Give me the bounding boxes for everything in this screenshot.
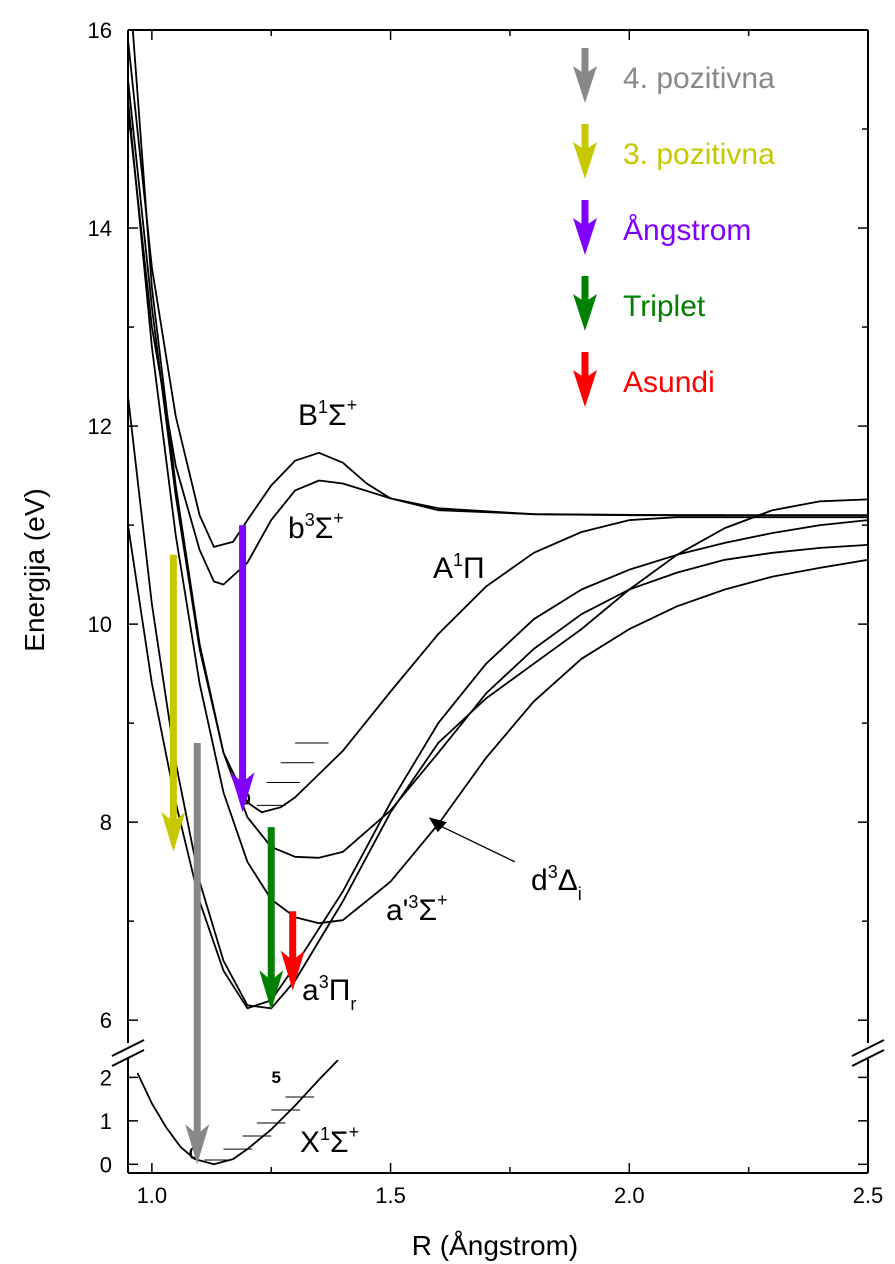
- curve-ap: [128, 99, 868, 925]
- legend-arrow-head: [573, 142, 597, 179]
- transition-arrow-head: [185, 1124, 210, 1165]
- plot-frame: [111, 29, 885, 1174]
- legend-arrow-head: [573, 294, 597, 331]
- x-tick-label: 1.0: [137, 1183, 168, 1208]
- annotation-arrow-head: [428, 817, 447, 833]
- legend-label: Triplet: [623, 290, 706, 323]
- curve-X: [136, 1060, 339, 1166]
- transition-arrow-head: [280, 950, 305, 991]
- transition-arrows: [161, 525, 515, 1165]
- axis-break-mark: [111, 1049, 145, 1067]
- y-tick-label: 8: [100, 810, 112, 835]
- vibrational-level-label: 0: [189, 1144, 198, 1163]
- curve-a: [128, 396, 868, 1010]
- legend-arrow-head: [573, 218, 597, 255]
- state-label-A: A1Π: [433, 550, 485, 585]
- y-tick-label: 1: [100, 1109, 112, 1134]
- axis-break-mark: [111, 1039, 145, 1057]
- state-label-ap: a'3Σ+: [386, 890, 448, 927]
- curve-d: [128, 79, 868, 859]
- y-tick-label: 2: [100, 1065, 112, 1090]
- state-curves: [128, 30, 868, 1166]
- curve-B: [128, 39, 868, 548]
- state-label-X: X1Σ+: [300, 1122, 359, 1159]
- y-tick-label: 14: [88, 216, 112, 241]
- annotation-arrow-line: [438, 824, 515, 863]
- x-tick-label: 2.5: [853, 1183, 884, 1208]
- state-label-B: B1Σ+: [298, 395, 357, 432]
- legend-label: Ångstrom: [623, 214, 751, 247]
- x-tick-label: 1.5: [375, 1183, 406, 1208]
- state-labels: B1Σ+ b3Σ+ A1Π a'3Σ+ a3Πr X1Σ+ d3Δi: [288, 395, 582, 1159]
- curve-b: [128, 109, 725, 586]
- legend-label: 3. pozitivna: [623, 138, 775, 171]
- legend-arrow-head: [573, 370, 597, 407]
- y-axis-title: Energija (eV): [19, 488, 50, 651]
- y-tick-label: 0: [100, 1152, 112, 1177]
- legend-arrow-head: [573, 66, 597, 103]
- legend-label: 4. pozitivna: [623, 62, 775, 95]
- transition-arrow-head: [161, 811, 186, 852]
- transition-arrow-head: [259, 970, 284, 1011]
- y-tick-label: 10: [88, 612, 112, 637]
- axis-break-mark: [851, 1039, 885, 1057]
- y-tick-label: 6: [100, 1008, 112, 1033]
- vibrational-level-top-label: 5: [272, 1068, 281, 1087]
- vibrational-levels: 005: [189, 742, 329, 1163]
- x-tick-label: 2.0: [614, 1183, 645, 1208]
- transition-arrow-head: [230, 772, 255, 813]
- legend: 4. pozitivna 3. pozitivna Ångstrom Triplet A…: [573, 48, 775, 407]
- state-label-d: d3Δi: [531, 862, 582, 904]
- curve-a_low: [128, 519, 868, 1010]
- axis-break-mark: [851, 1049, 885, 1067]
- legend-label: Asundi: [623, 366, 715, 399]
- y-tick-label: 16: [88, 18, 112, 43]
- state-label-a: a3Πr: [302, 972, 356, 1014]
- x-axis-title: R (Ångstrom): [412, 1230, 578, 1261]
- state-label-b: b3Σ+: [288, 508, 344, 545]
- y-tick-label: 12: [88, 414, 112, 439]
